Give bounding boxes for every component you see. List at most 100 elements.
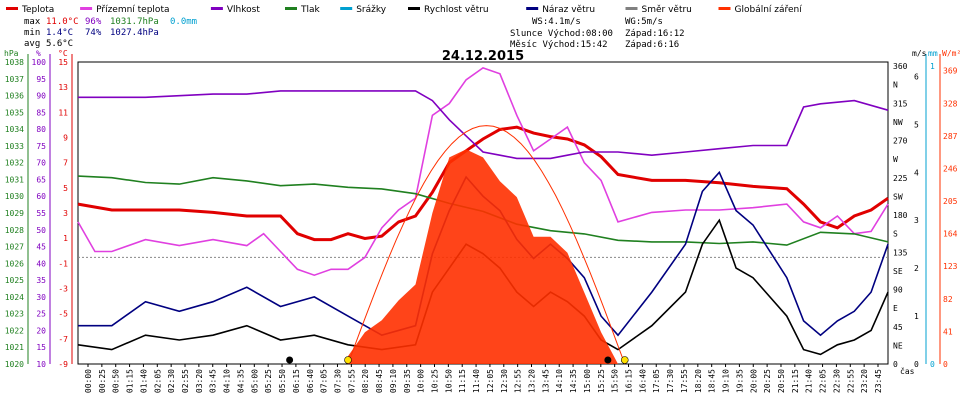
wm2-tick-3: 246 (943, 164, 958, 173)
pct-tick-9: 55 (36, 209, 46, 218)
dir-tick-7: SW (893, 192, 903, 201)
unit-pct: % (36, 49, 41, 58)
ms-tick-1: 5 (914, 120, 919, 129)
x-tick-18: 07:30 (333, 369, 342, 393)
wm2-tick-2: 287 (943, 132, 958, 141)
dir-tick-16: 0 (893, 360, 898, 369)
legend-label-6: Náraz větru (542, 5, 595, 15)
dir-tick-3: NW (893, 118, 903, 127)
unit-mm: mm (928, 49, 938, 58)
ms-tick-6: 0 (914, 360, 919, 369)
x-tick-14: 05:50 (278, 369, 287, 393)
axes: 1038103710361035103410331032103110301029… (5, 54, 958, 393)
hpa-tick-10: 1028 (5, 226, 24, 235)
x-tick-23: 09:35 (403, 369, 412, 393)
degc-tick-9: -3 (58, 285, 68, 294)
x-tick-57: 23:45 (874, 369, 883, 393)
dir-tick-13: E (893, 304, 898, 313)
moonset-marker (286, 356, 294, 364)
wm2-tick-7: 82 (943, 295, 953, 304)
degc-tick-4: 7 (63, 159, 68, 168)
x-tick-36: 15:00 (583, 369, 592, 393)
dir-tick-2: 315 (893, 99, 908, 108)
ms-tick-4: 2 (914, 264, 919, 273)
legend-label-2: Vlhkost (227, 5, 260, 15)
x-tick-56: 23:20 (860, 369, 869, 393)
legend-swatch-0 (6, 7, 18, 10)
degc-tick-1: 13 (58, 83, 68, 92)
hpa-tick-0: 1038 (5, 58, 24, 67)
wm2-tick-8: 41 (943, 327, 953, 336)
x-tick-33: 13:45 (541, 369, 550, 393)
legend-label-0: Teplota (21, 5, 54, 15)
unit-wm2: W/m² (942, 49, 961, 58)
info-wg: WG:5m/s (625, 17, 663, 27)
x-tick-37: 15:25 (597, 369, 606, 393)
dir-tick-10: 135 (893, 248, 908, 257)
legend-label-1: Přízemní teplota (96, 5, 169, 15)
legend: Teplota Přízemní teplota Vlhkost Tlak Srážky… (6, 5, 802, 15)
x-tick-46: 19:10 (722, 369, 731, 393)
series-line-2 (78, 90, 889, 160)
x-tick-21: 08:45 (375, 369, 384, 393)
legend-label-7: Směr větru (642, 5, 692, 15)
x-tick-10: 04:10 (223, 369, 232, 393)
x-tick-38: 15:50 (611, 369, 620, 393)
dir-tick-15: NE (893, 341, 903, 350)
series-radiation-area (348, 149, 618, 364)
legend-swatch-7 (625, 7, 638, 10)
clear-sky-curve (347, 125, 626, 365)
x-tick-2: 00:50 (112, 369, 121, 393)
x-tick-29: 12:05 (486, 369, 495, 393)
x-tick-39: 16:15 (625, 369, 634, 393)
x-tick-3: 01:15 (126, 369, 135, 393)
chart-title: 24.12.2015 (442, 49, 524, 64)
x-tick-20: 08:20 (361, 369, 370, 393)
ms-tick-2: 4 (914, 168, 919, 177)
pct-tick-7: 65 (36, 175, 46, 184)
wm2-tick-4: 205 (943, 197, 958, 206)
x-tick-53: 22:05 (819, 369, 828, 393)
dir-tick-12: 90 (893, 286, 903, 295)
stat-max-hum: 96% (85, 17, 102, 27)
degc-tick-3: 9 (63, 134, 68, 143)
x-axis-label: čas (900, 366, 915, 376)
hpa-tick-17: 1021 (5, 343, 24, 352)
wm2-tick-1: 328 (943, 99, 958, 108)
sunrise-marker (344, 356, 352, 364)
pct-tick-14: 30 (36, 293, 46, 302)
mm-tick-1: 0 (930, 360, 935, 369)
x-tick-15: 06:15 (292, 369, 301, 393)
pct-tick-0: 100 (32, 58, 47, 67)
stat-avg-temp: 5.6°C (46, 39, 73, 49)
x-tick-30: 12:30 (500, 369, 509, 393)
dir-tick-8: 180 (893, 211, 908, 220)
x-tick-47: 19:35 (735, 369, 744, 393)
x-tick-41: 17:05 (652, 369, 661, 393)
pct-tick-6: 70 (36, 159, 46, 168)
stat-max-rain: 0.0mm (170, 17, 197, 27)
mm-tick-0: 1 (930, 62, 935, 71)
x-tick-4: 01:40 (139, 369, 148, 393)
dir-tick-6: 225 (893, 174, 908, 183)
degc-tick-0: 15 (58, 58, 68, 67)
hpa-tick-6: 1032 (5, 159, 24, 168)
x-tick-22: 09:10 (389, 369, 398, 393)
degc-tick-2: 11 (58, 108, 68, 117)
plot-area (77, 67, 889, 365)
wm2-tick-6: 123 (943, 262, 958, 271)
legend-label-3: Tlak (300, 5, 321, 15)
stat-min-hum: 74% (85, 28, 102, 38)
stat-min-label: min (24, 28, 40, 38)
hpa-tick-16: 1022 (5, 326, 24, 335)
x-tick-7: 02:55 (181, 369, 190, 393)
legend-swatch-4 (340, 7, 353, 10)
stat-max-label: max (24, 17, 41, 27)
x-tick-34: 14:10 (555, 369, 564, 393)
dir-tick-0: 360 (893, 62, 908, 71)
legend-label-8: Globální záření (735, 5, 803, 15)
moonrise-marker (604, 356, 612, 364)
hpa-tick-3: 1035 (5, 108, 24, 117)
x-tick-32: 13:20 (528, 369, 537, 393)
